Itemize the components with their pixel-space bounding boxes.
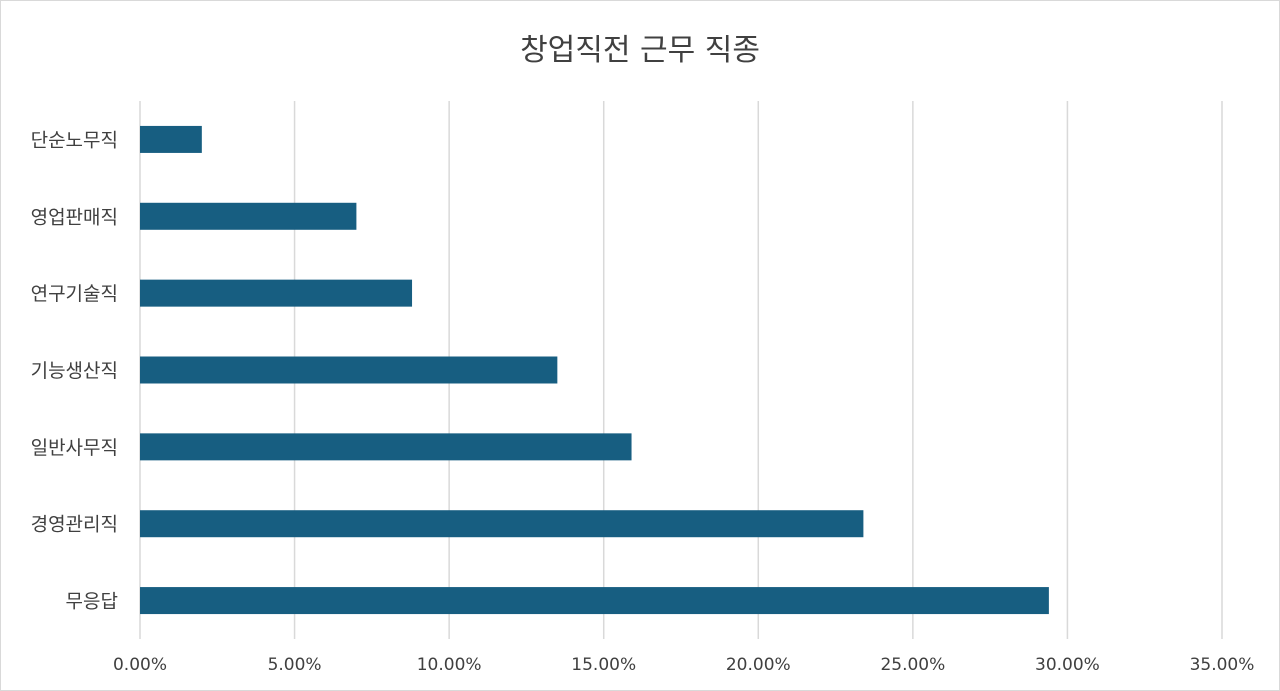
category-label: 경영관리직 [31,514,118,536]
bar [140,510,864,538]
bar [140,279,413,307]
x-tick-label: 15.00% [571,655,636,675]
category-label: 연구기술직 [31,283,118,305]
x-tick-label: 35.00% [1190,655,1255,675]
bar [140,433,632,461]
category-label: 일반사무직 [31,437,118,459]
x-tick-label: 30.00% [1035,655,1100,675]
bar [140,356,558,384]
x-tick-label: 0.00% [113,655,167,675]
x-tick-label: 20.00% [726,655,791,675]
x-tick-labels: 0.00% 5.00% 10.00% 15.00% 20.00% 25.00% 30.00%… [113,655,1254,675]
bars [140,125,1049,615]
category-label: 단순노무직 [31,129,118,151]
bar [140,202,357,230]
category-label: 영업판매직 [31,206,118,228]
bar [140,587,1049,615]
x-tick-label: 5.00% [268,655,322,675]
chart-title: 창업직전 근무 직종 [520,33,760,68]
x-tick-label: 25.00% [880,655,945,675]
x-tick-label: 10.00% [417,655,482,675]
bar [140,125,202,153]
category-label: 기능생산직 [31,360,118,382]
category-label: 무응답 [66,591,118,613]
